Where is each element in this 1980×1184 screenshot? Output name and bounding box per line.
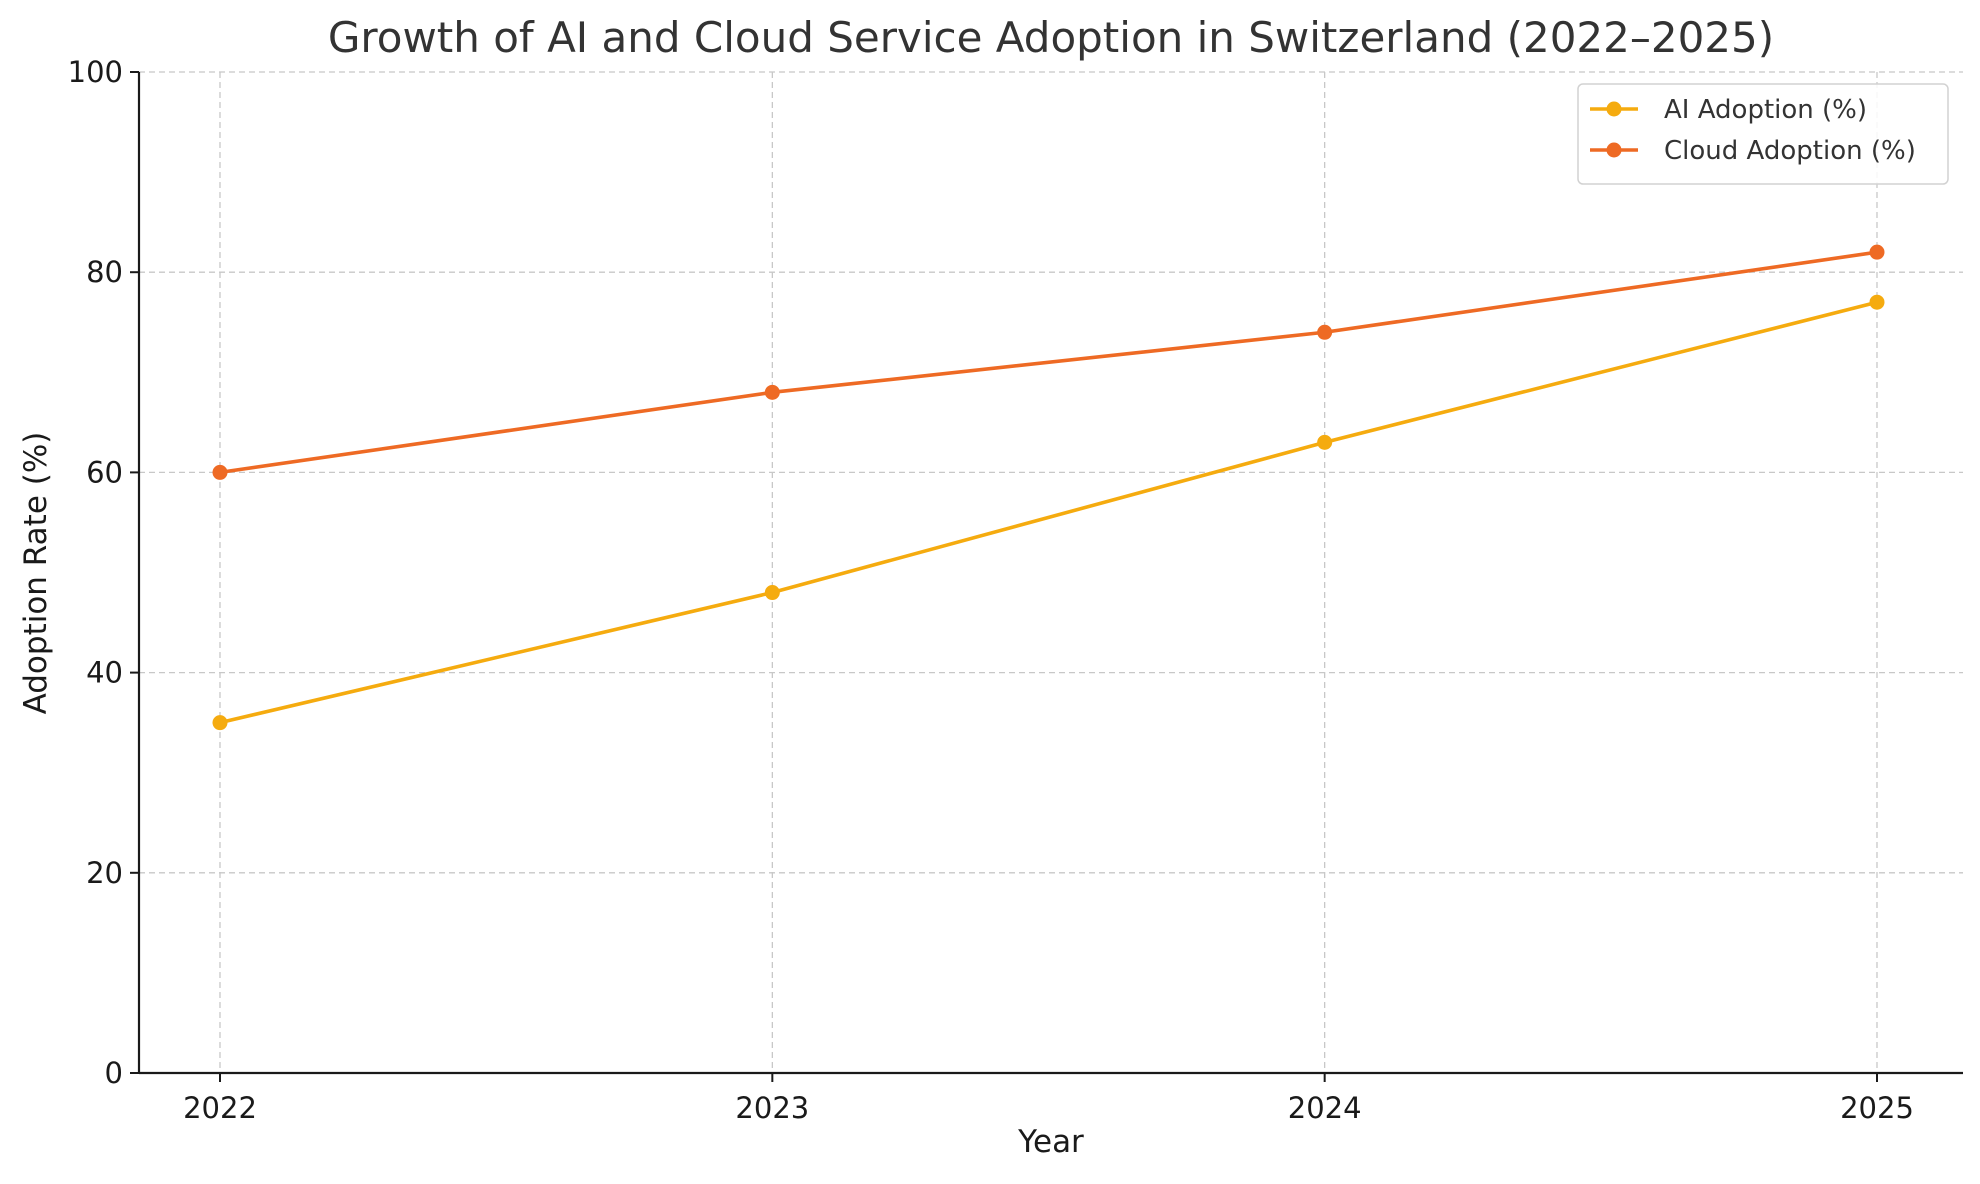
data-point-0-0 — [212, 715, 228, 731]
y-tick-label: 20 — [86, 856, 123, 890]
y-tick-label: 40 — [86, 656, 123, 690]
legend-marker-0 — [1606, 101, 1622, 117]
data-point-0-3 — [1869, 294, 1885, 310]
grid-layer — [139, 71, 1963, 1074]
data-point-0-2 — [1317, 434, 1333, 450]
legend-marker-1 — [1606, 142, 1622, 158]
y-tick-label: 100 — [68, 55, 123, 89]
legend: AI Adoption (%) Cloud Adoption (%) — [1577, 83, 1949, 185]
data-point-1-1 — [764, 384, 780, 400]
data-point-1-0 — [212, 464, 228, 480]
series-line-1 — [218, 250, 1879, 475]
data-point-1-2 — [1317, 324, 1333, 340]
x-tick-label: 2023 — [735, 1091, 809, 1125]
chart-title: Growth of AI and Cloud Service Adoption … — [328, 13, 1774, 62]
y-axis-label: Adoption Rate (%) — [18, 432, 54, 715]
y-tick-label: 0 — [105, 1056, 123, 1090]
x-tick-label: 2025 — [1840, 1091, 1914, 1125]
y-tick-label: 80 — [86, 255, 123, 289]
x-tick-label: 2022 — [183, 1091, 257, 1125]
data-point-1-3 — [1869, 244, 1885, 260]
legend-box — [1577, 83, 1949, 185]
x-axis-label: Year — [1017, 1124, 1084, 1160]
legend-label-0: AI Adoption (%) — [1664, 95, 1867, 125]
series-line-0 — [218, 300, 1879, 725]
legend-label-1: Cloud Adoption (%) — [1664, 136, 1916, 166]
y-tick-label: 60 — [86, 455, 123, 489]
series-layer — [212, 244, 1885, 731]
data-point-0-1 — [764, 585, 780, 601]
x-tick-label: 2024 — [1288, 1091, 1362, 1125]
axes-layer: 0 20 40 60 80 100 2022 2023 2024 2025 — [68, 55, 1963, 1125]
